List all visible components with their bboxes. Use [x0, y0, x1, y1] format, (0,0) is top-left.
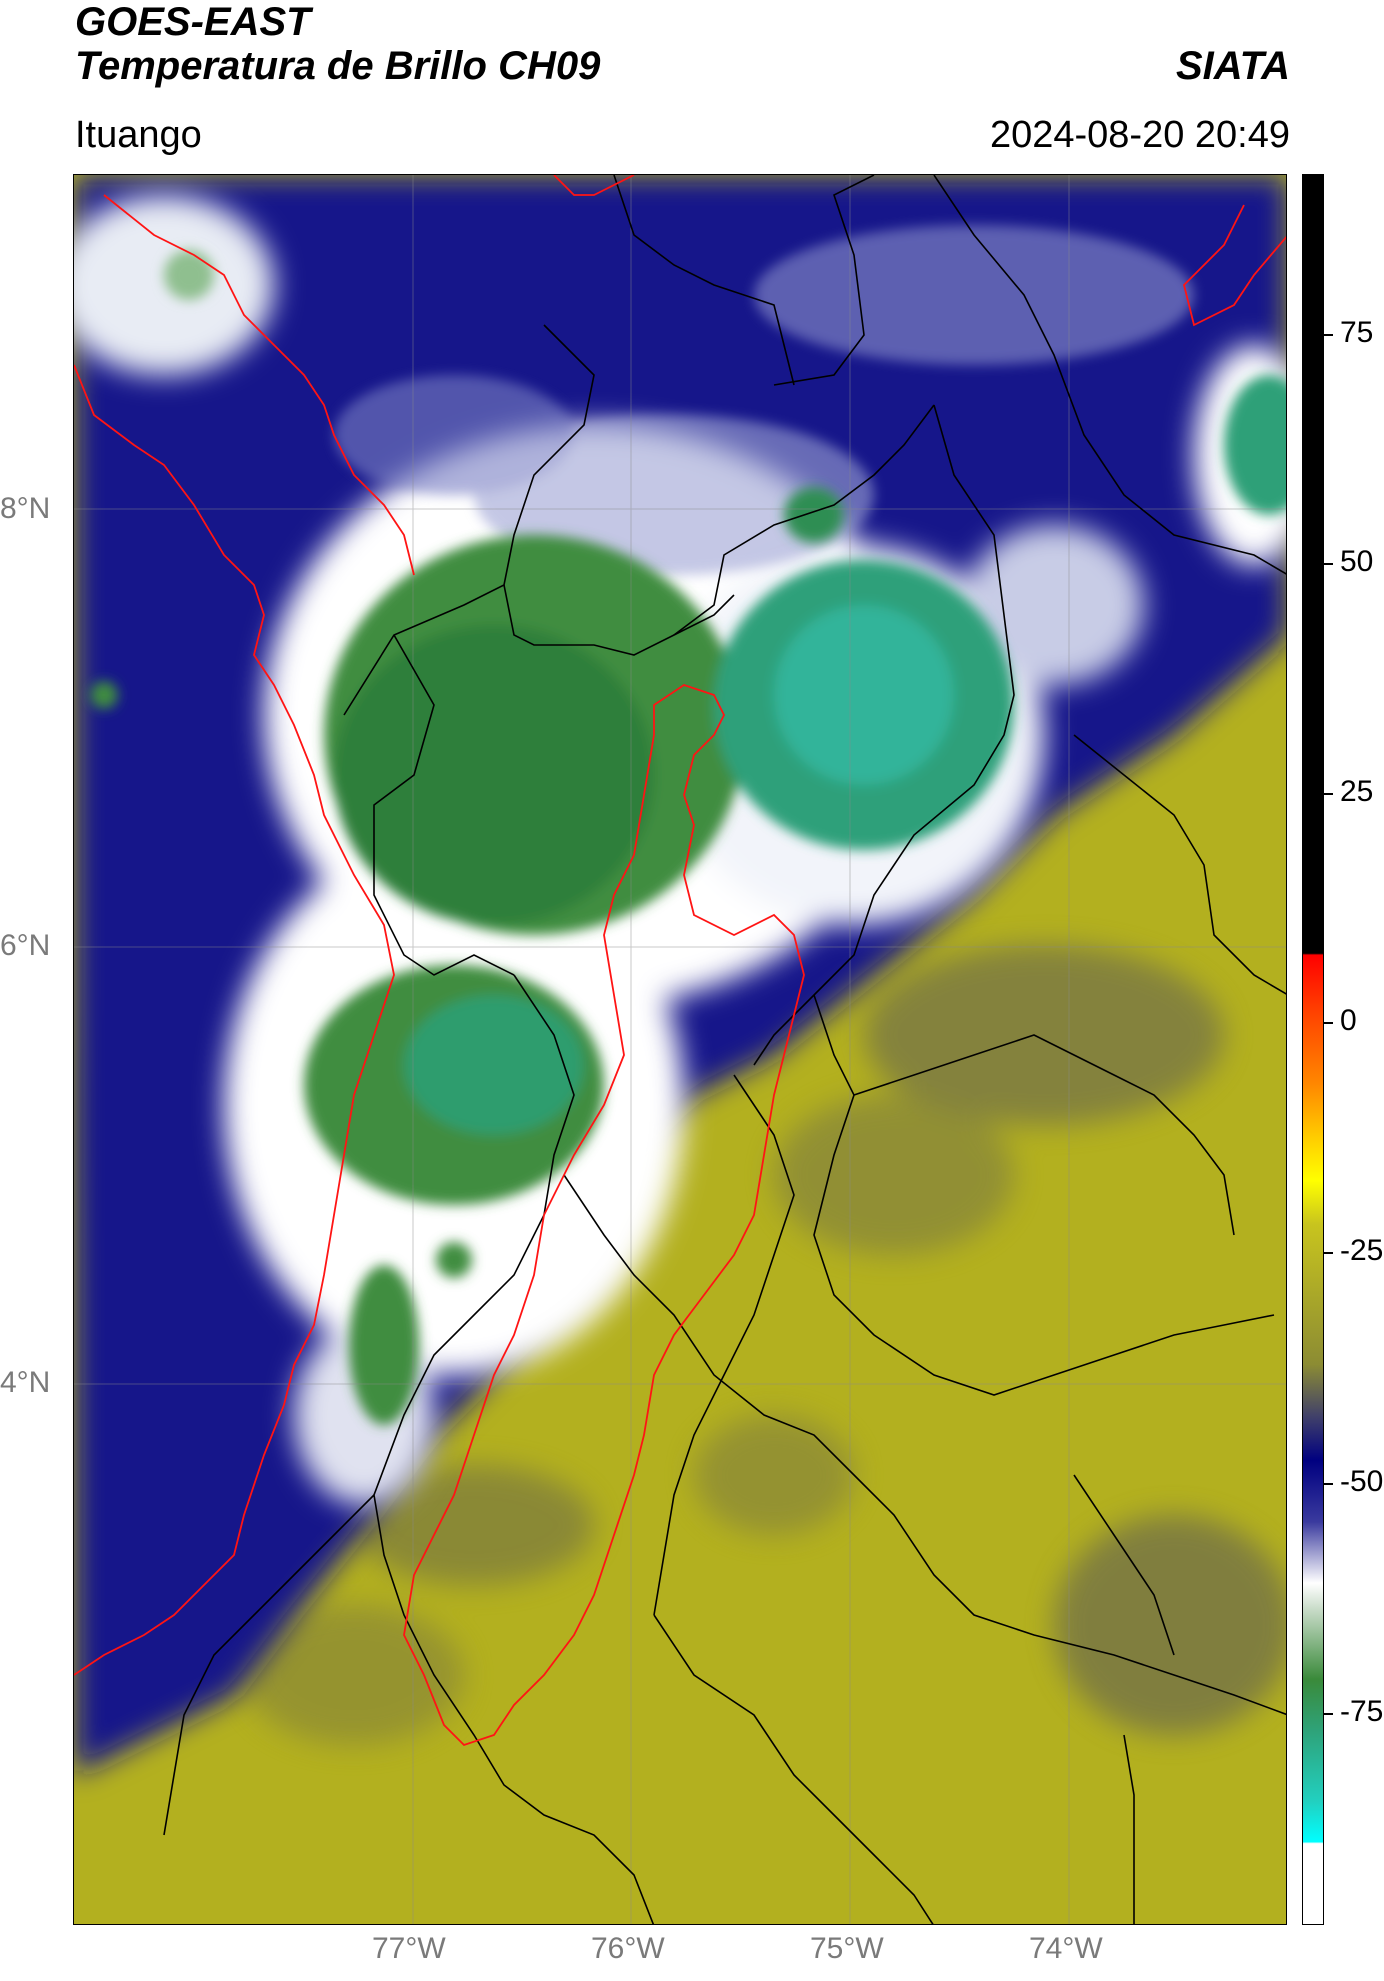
- colorbar-label-50: 50: [1340, 545, 1374, 578]
- colorbar-tick-neg50: [1324, 1483, 1333, 1485]
- title-line1: GOES-EAST: [75, 0, 311, 44]
- colorbar-tick-neg25: [1324, 1252, 1333, 1254]
- datetime-label: 2024-08-20 20:49: [989, 114, 1290, 156]
- coldest-cores: [90, 250, 1286, 1425]
- lon-label-74w: 74°W: [1029, 1932, 1103, 1965]
- org-label: SIATA: [1175, 44, 1290, 88]
- lon-label-77w: 77°W: [372, 1932, 446, 1965]
- colorbar: [1302, 174, 1324, 1925]
- colorbar-tick-neg75: [1324, 1713, 1333, 1715]
- colorbar-label-neg25: -25: [1340, 1234, 1384, 1267]
- lat-label-4n: 4°N: [0, 1366, 51, 1399]
- satellite-map: [73, 174, 1287, 1925]
- coastline-red: [74, 175, 1286, 1747]
- colorbar-label-0: 0: [1340, 1004, 1357, 1037]
- lat-label-6n: 6°N: [0, 929, 51, 962]
- colorbar-label-25: 25: [1340, 775, 1374, 808]
- colorbar-tick-25: [1324, 793, 1333, 795]
- lon-label-75w: 75°W: [810, 1932, 884, 1965]
- colorbar-label-75: 75: [1340, 316, 1374, 349]
- lon-label-76w: 76°W: [591, 1932, 665, 1965]
- colorbar-label-neg50: -50: [1340, 1465, 1384, 1498]
- location-label: Ituango: [75, 114, 202, 156]
- colorbar-tick-75: [1324, 334, 1333, 336]
- colorbar-tick-0: [1324, 1022, 1333, 1024]
- title-line2: Temperatura de Brillo CH09: [75, 44, 601, 88]
- colorbar-label-neg75: -75: [1340, 1695, 1384, 1728]
- lat-label-8n: 8°N: [0, 492, 51, 525]
- admin-boundaries-black: [163, 175, 1286, 1924]
- colorbar-tick-50: [1324, 563, 1333, 565]
